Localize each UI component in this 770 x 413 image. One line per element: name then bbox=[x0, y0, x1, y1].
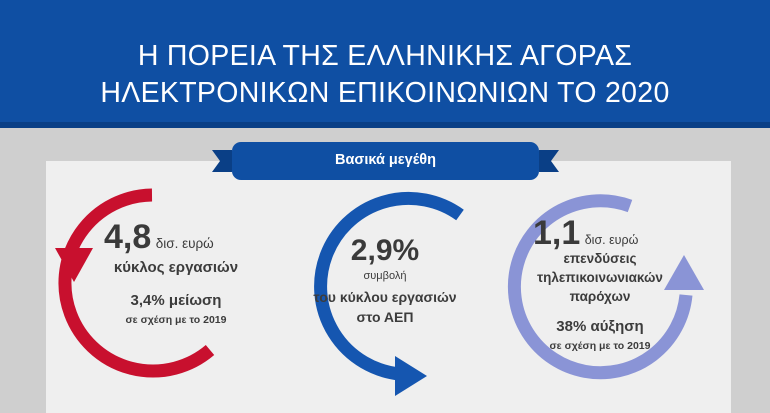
stat-3-unit: δισ. ευρώ bbox=[584, 233, 639, 247]
stat-3-compare: σε σχέση με το 2019 bbox=[549, 340, 651, 352]
stat-1-main: 4,8 δισ. ευρώ bbox=[104, 218, 274, 257]
stat-1-value: 4,8 bbox=[104, 218, 152, 256]
header-banner: Η ΠΟΡΕΙΑ ΤΗΣ ΕΛΛΗΝΙΚΗΣ ΑΓΟΡΑΣ ΗΛΕΚΤΡΟΝΙΚ… bbox=[0, 0, 770, 128]
stat-2-value: 2,9% bbox=[350, 234, 420, 267]
section-ribbon: Βασικά μεγέθη bbox=[232, 142, 539, 180]
stat-1-compare: σε σχέση με το 2019 bbox=[125, 314, 227, 326]
stat-3-change: 38% αύξηση bbox=[556, 318, 644, 335]
stat-3-value: 1,1 bbox=[533, 214, 581, 252]
ribbon-label: Βασικά μεγέθη bbox=[335, 152, 436, 168]
stats-inner-panel bbox=[46, 161, 731, 413]
stat-2-line-2: του κύκλου εργασιών bbox=[313, 289, 457, 305]
stat-1-change: 3,4% μείωση bbox=[130, 292, 222, 309]
title-line-2: ΗΛΕΚΤΡΟΝΙΚΩΝ ΕΠΙΚΟΙΝΩΝΙΩΝ ΤΟ 2020 bbox=[100, 77, 670, 109]
stat-3-line-2: τηλεπικοινωνιακών bbox=[537, 270, 663, 285]
stat-2-line-1: συμβολή bbox=[363, 270, 407, 282]
stat-3-line-3: παρόχων bbox=[569, 289, 631, 304]
stat-1-label: κύκλος εργασιών bbox=[113, 259, 239, 276]
stat-1-unit: δισ. ευρώ bbox=[155, 236, 214, 251]
page-title: Η ΠΟΡΕΙΑ ΤΗΣ ΕΛΛΗΝΙΚΗΣ ΑΓΟΡΑΣ ΗΛΕΚΤΡΟΝΙΚ… bbox=[0, 38, 770, 112]
stat-3-main: 1,1 δισ. ευρώ bbox=[533, 214, 683, 253]
header-stripe bbox=[0, 122, 770, 128]
stat-3-line-1: επενδύσεις bbox=[563, 251, 637, 266]
stat-2-line-3: στο ΑΕΠ bbox=[356, 309, 414, 325]
title-line-1: Η ΠΟΡΕΙΑ ΤΗΣ ΕΛΛΗΝΙΚΗΣ ΑΓΟΡΑΣ bbox=[137, 40, 633, 72]
